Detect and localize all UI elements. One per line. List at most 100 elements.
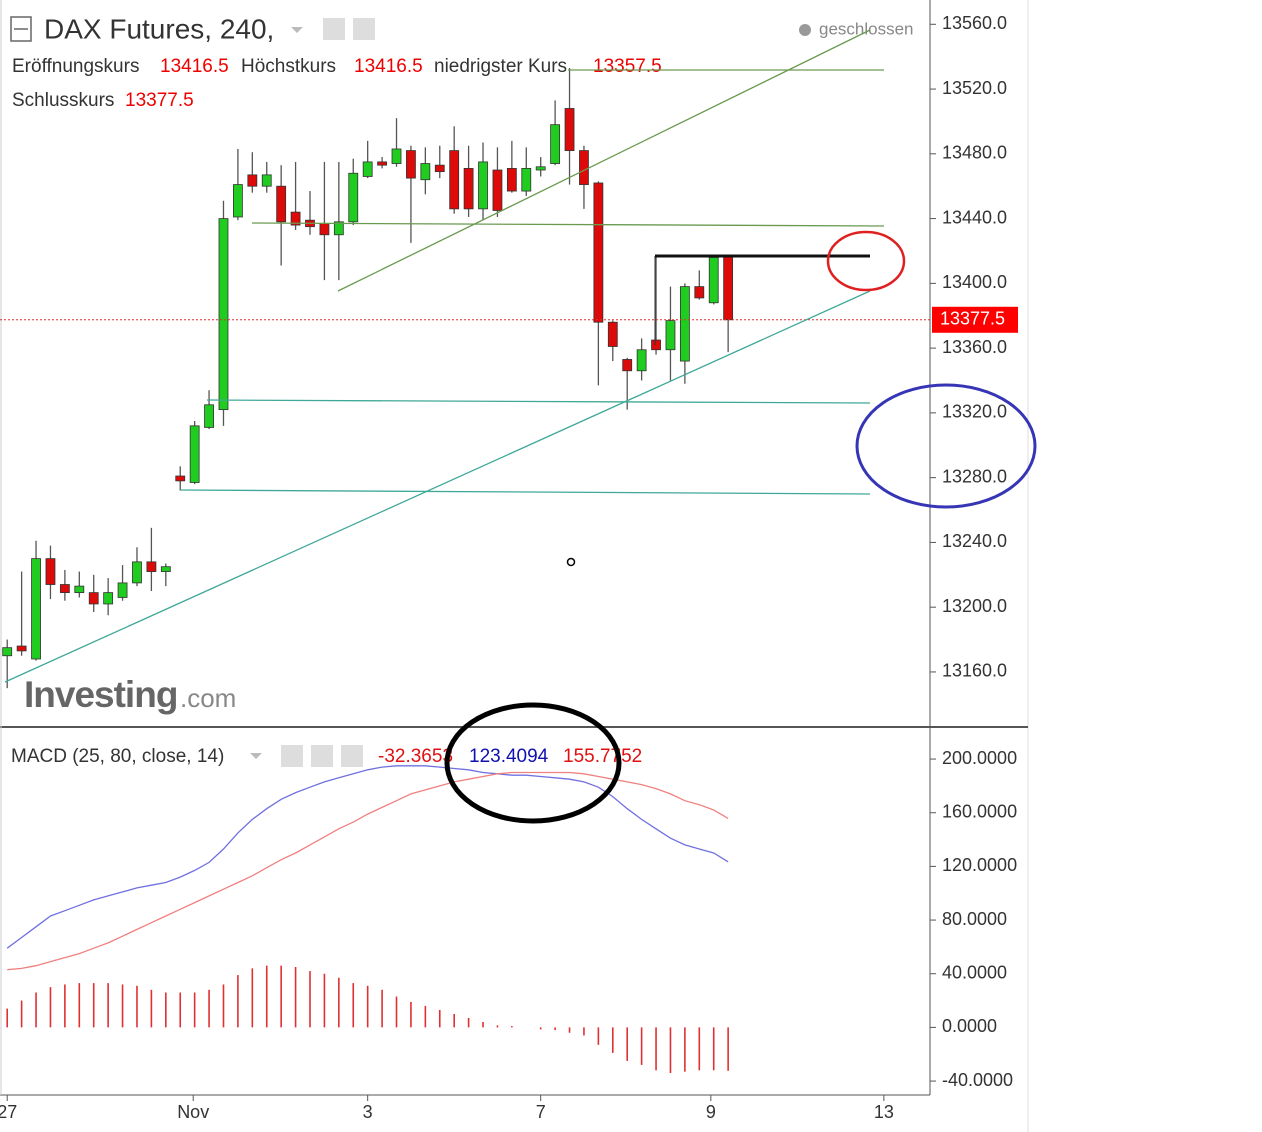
trend-line (337, 29, 871, 292)
candle-body (723, 256, 734, 321)
candle-body (665, 320, 676, 351)
candle-body (218, 218, 229, 411)
y-tick-label: 200.0000 (942, 748, 1017, 768)
legend-label: Schlusskurs (12, 90, 114, 111)
legend-value: 13377.5 (125, 90, 194, 111)
candle-body (593, 182, 604, 323)
legend-value: 13357.5 (593, 56, 662, 77)
settings-icon[interactable] (353, 18, 375, 40)
y-tick-label: 160.0000 (942, 801, 1017, 821)
highlight-ellipse (444, 702, 622, 824)
y-tick-label: 13160.0 (942, 661, 1007, 681)
legend-label: Höchstkurs (241, 56, 336, 77)
candle-body (117, 582, 128, 598)
x-tick-label: Nov (177, 1102, 209, 1122)
candle-body (391, 148, 402, 164)
y-tick-label: 13320.0 (942, 402, 1007, 422)
candle-body (247, 174, 258, 187)
candle-body (333, 221, 344, 236)
y-tick-label: 13480.0 (942, 143, 1007, 163)
y-tick-label: 13400.0 (942, 272, 1007, 292)
candle-body (189, 425, 200, 483)
close-icon[interactable] (341, 745, 363, 767)
candle-body (579, 150, 589, 185)
collapse-icon[interactable] (10, 16, 32, 42)
indicator-title: MACD (25, 80, close, 14) (11, 746, 224, 767)
eye-icon[interactable] (323, 18, 345, 40)
candle-body (45, 558, 56, 585)
legend-label: niedrigster Kurs (434, 56, 567, 77)
x-tick-label: 27 (0, 1102, 17, 1122)
y-tick-label: 13520.0 (942, 78, 1007, 98)
legend-value: 13416.5 (160, 56, 229, 77)
y-tick-label: 13560.0 (942, 13, 1007, 33)
indicator-value: -32.3653 (378, 746, 453, 767)
cursor (566, 557, 576, 567)
candle-body (492, 169, 503, 211)
candle-body (636, 349, 647, 372)
candle-body (59, 584, 70, 594)
candle-body (276, 185, 287, 223)
trend-line (4, 290, 871, 683)
x-tick-label: 3 (363, 1102, 373, 1122)
macd-line (7, 771, 729, 971)
candle-body (204, 404, 214, 428)
legend-value: 13416.5 (354, 56, 423, 77)
candle-body (449, 150, 460, 210)
y-tick-label: 13360.0 (942, 337, 1007, 357)
candle-body (103, 592, 114, 605)
last-price-label: 13377.5 (940, 309, 1005, 329)
chart-title: DAX Futures, 240, (44, 13, 274, 44)
settings-icon[interactable] (311, 745, 333, 767)
candle-body (564, 108, 575, 151)
watermark: Investing (24, 674, 177, 715)
candle-body (406, 150, 416, 179)
candle-body (16, 645, 27, 652)
y-tick-label: 0.0000 (942, 1016, 997, 1036)
indicator-value: 155.7752 (563, 746, 642, 767)
y-tick-label: 13440.0 (942, 207, 1007, 227)
candle-body (622, 359, 633, 372)
indicator-value: 123.4094 (469, 746, 549, 767)
y-tick-label: 80.0000 (942, 909, 1007, 929)
legend-label: Eröffnungskurs (12, 56, 139, 77)
x-tick-label: 9 (706, 1102, 716, 1122)
market-status: geschlossen (819, 19, 914, 38)
candle-body (651, 339, 661, 351)
x-tick-label: 7 (536, 1102, 546, 1122)
candle-body (319, 223, 330, 236)
candle-body (420, 163, 431, 181)
eye-icon[interactable] (281, 745, 303, 767)
highlight-ellipse (855, 383, 1037, 509)
candle-body (377, 161, 387, 166)
dropdown-icon[interactable] (250, 753, 262, 759)
watermark: .com (180, 683, 236, 713)
candle-body (463, 167, 474, 210)
dropdown-icon[interactable] (291, 27, 303, 33)
candle-body (146, 561, 157, 572)
candle-body (348, 172, 359, 223)
candle-body (74, 585, 85, 594)
y-tick-label: 13280.0 (942, 466, 1007, 486)
horizontal-line (251, 222, 885, 227)
candle-body (362, 161, 373, 177)
candle-body (290, 211, 301, 226)
candle-body (535, 166, 546, 171)
drawings (4, 29, 1037, 824)
candle-body (679, 286, 690, 362)
candle-body (132, 561, 142, 584)
y-tick-label: 13240.0 (942, 531, 1007, 551)
horizontal-line (179, 489, 871, 495)
candle-body (233, 184, 243, 218)
candle-body (2, 647, 13, 657)
candle-body (607, 321, 618, 347)
status-dot (799, 24, 811, 36)
candle-body (694, 286, 705, 299)
y-tick-label: -40.0000 (942, 1070, 1013, 1090)
candle-body (88, 592, 99, 605)
last-price-box (932, 306, 1018, 333)
candle-body (160, 566, 171, 572)
horizontal-line (206, 399, 871, 404)
candle-body (708, 257, 719, 304)
